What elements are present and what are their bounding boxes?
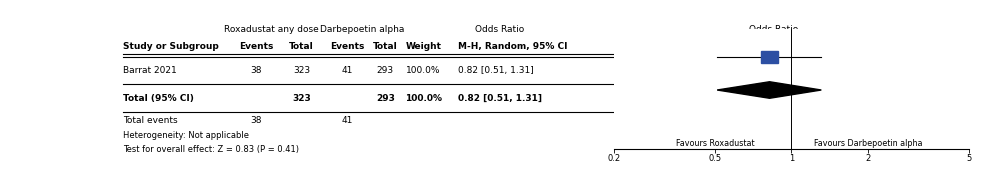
Text: 38: 38 [250,66,261,75]
Text: Events: Events [239,42,273,51]
Text: 323: 323 [293,66,310,75]
Text: 41: 41 [342,116,353,125]
Text: Odds Ratio: Odds Ratio [475,25,524,34]
FancyBboxPatch shape [761,51,779,63]
Text: M-H, Random, 95% CI: M-H, Random, 95% CI [719,42,828,51]
Text: Total events: Total events [123,116,178,125]
Text: 0.82 [0.51, 1.31]: 0.82 [0.51, 1.31] [458,94,542,103]
Text: Study or Subgroup: Study or Subgroup [123,42,219,51]
Text: 100.0%: 100.0% [407,66,441,75]
Text: 293: 293 [376,94,395,103]
Text: Total: Total [373,42,398,51]
Text: Test for overall effect: Z = 0.83 (P = 0.41): Test for overall effect: Z = 0.83 (P = 0… [123,145,299,154]
Text: Total (95% CI): Total (95% CI) [123,94,193,103]
Text: M-H, Random, 95% CI: M-H, Random, 95% CI [458,42,568,51]
Text: Weight: Weight [406,42,441,51]
Text: Barrat 2021: Barrat 2021 [123,66,177,75]
Polygon shape [717,82,821,98]
Text: 323: 323 [293,94,311,103]
Text: Total: Total [290,42,314,51]
Text: Roxadustat any dose: Roxadustat any dose [224,25,318,34]
Text: Odds Ratio: Odds Ratio [749,25,798,34]
Text: 100.0%: 100.0% [405,94,442,103]
Text: Heterogeneity: Not applicable: Heterogeneity: Not applicable [123,131,248,140]
Text: 293: 293 [377,66,394,75]
Text: Events: Events [330,42,364,51]
Text: 0.82 [0.51, 1.31]: 0.82 [0.51, 1.31] [458,66,533,75]
Text: 38: 38 [250,116,261,125]
Text: 41: 41 [342,66,353,75]
Text: Darbepoetin alpha: Darbepoetin alpha [320,25,405,34]
Text: Favours Roxadustat: Favours Roxadustat [676,139,754,148]
Text: Favours Darbepoetin alpha: Favours Darbepoetin alpha [814,139,922,148]
